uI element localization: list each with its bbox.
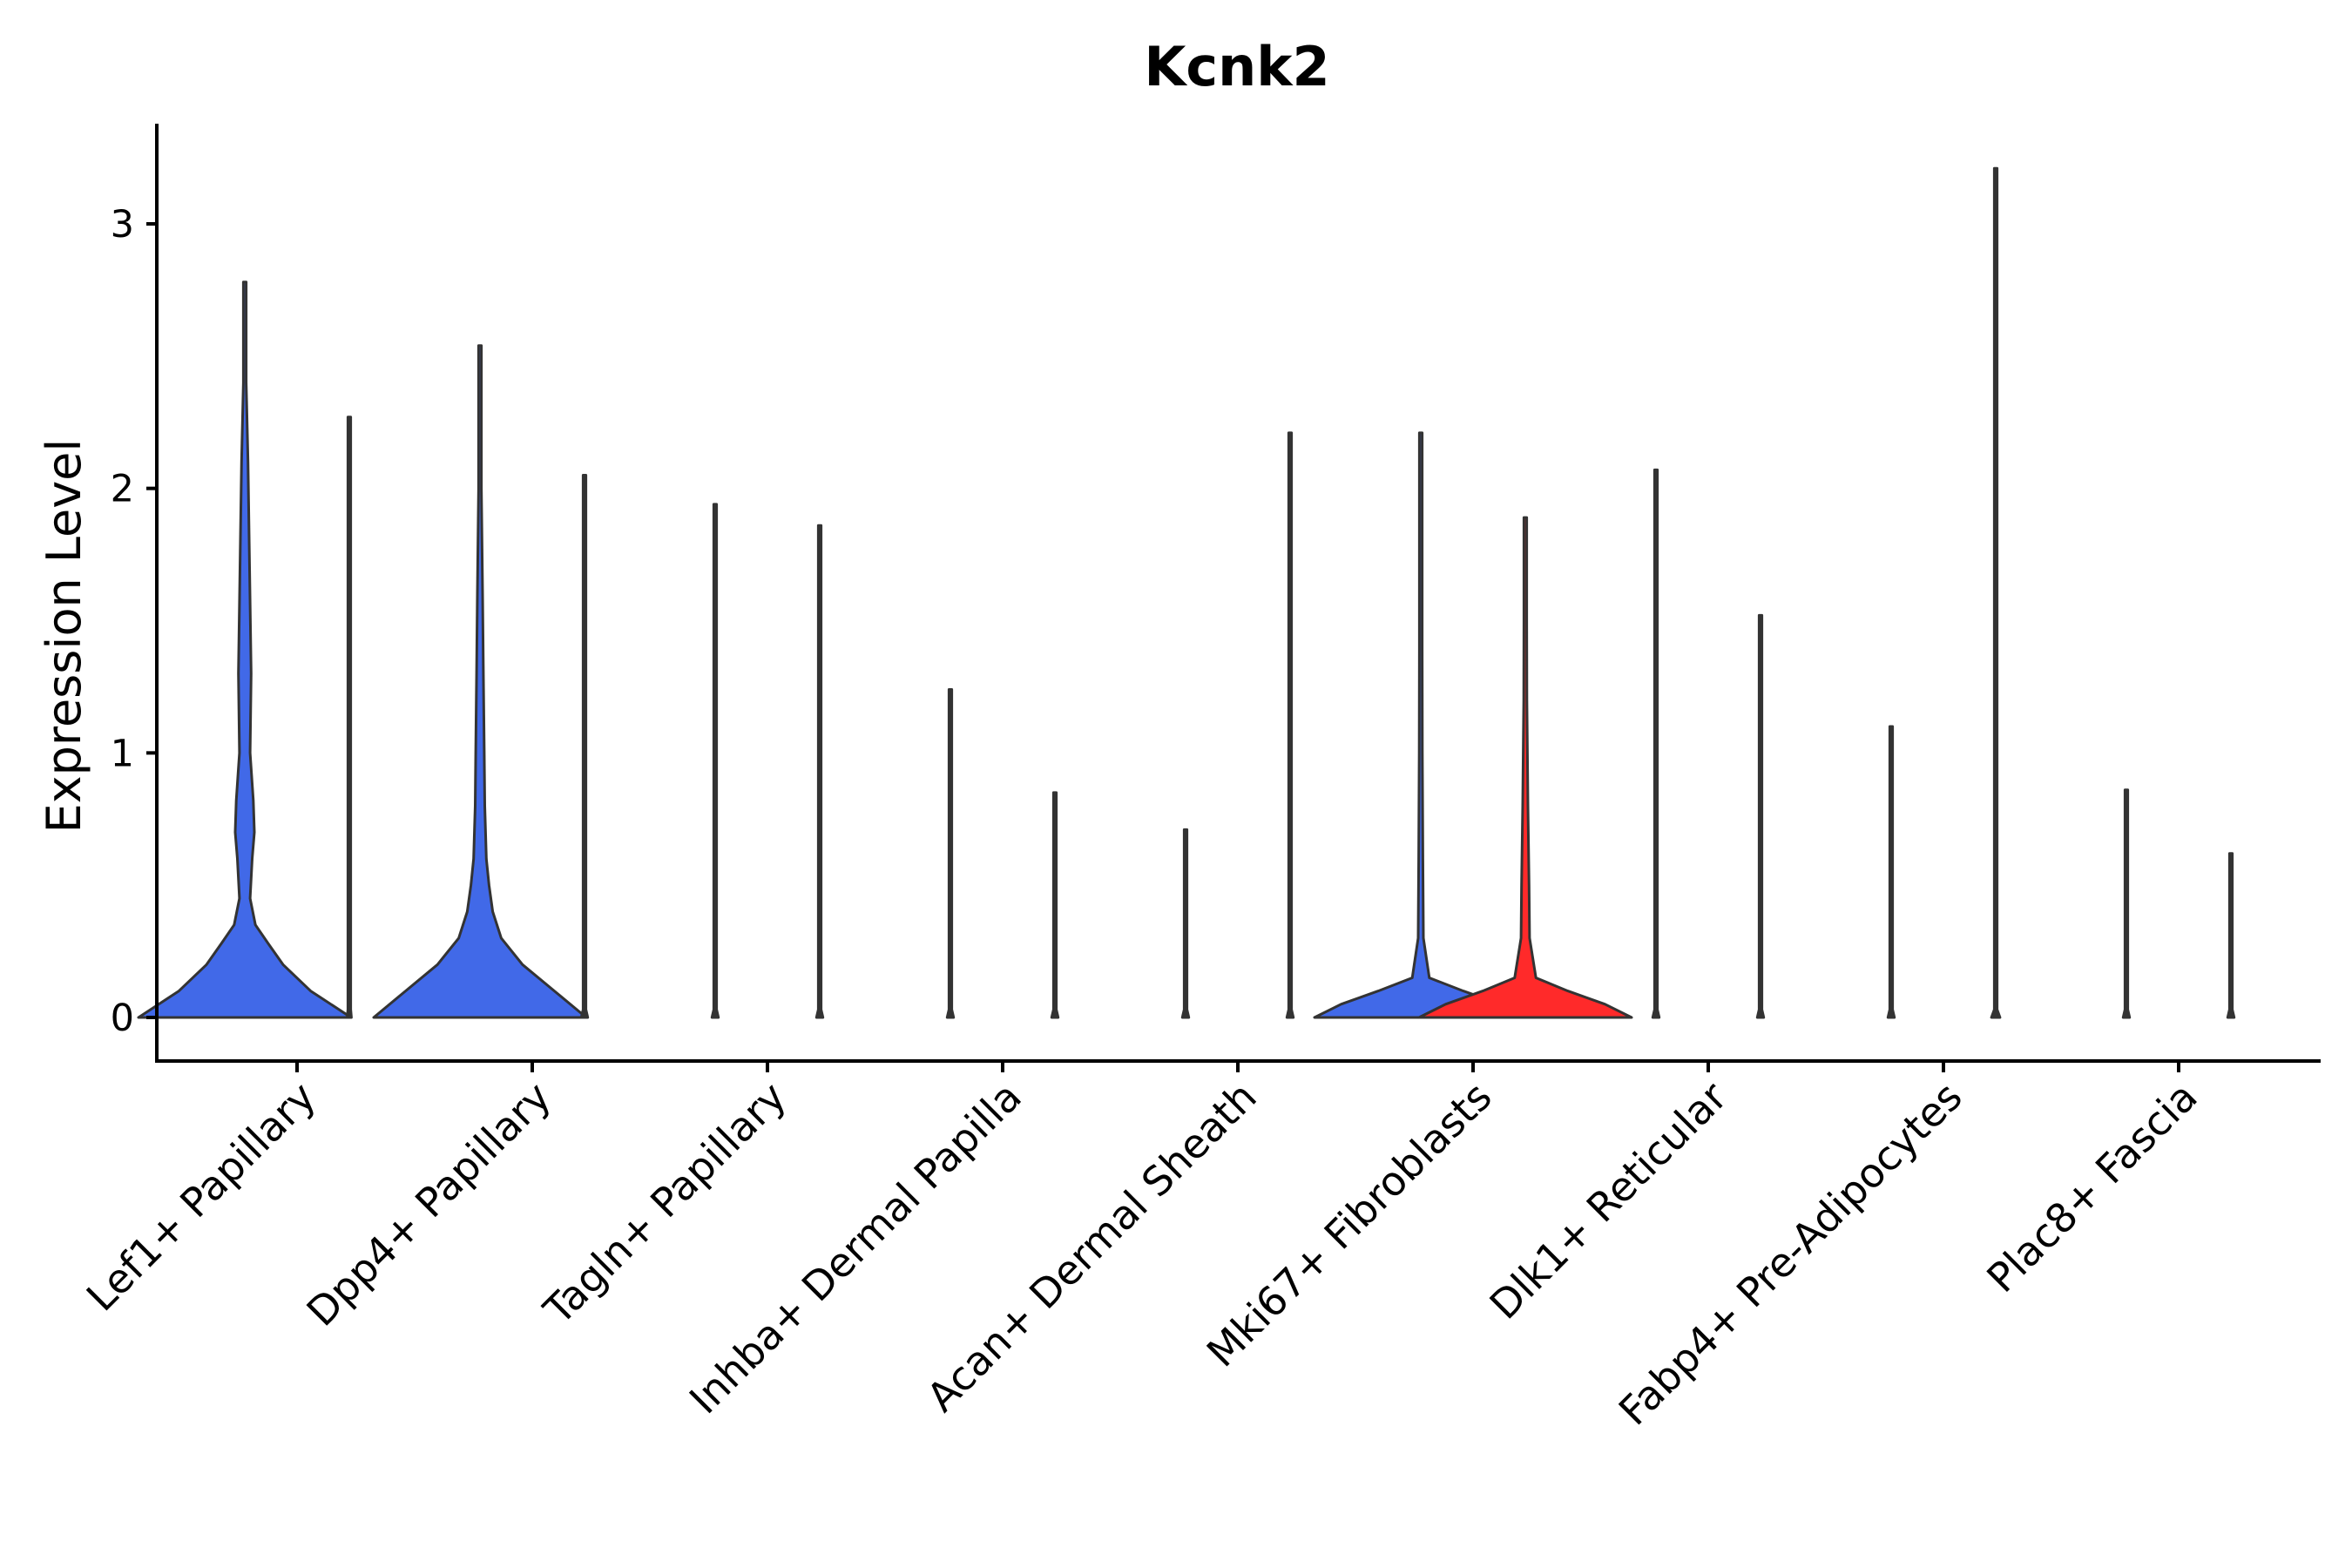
violin-18 (2226, 852, 2236, 1019)
violin-17 (2121, 788, 2132, 1019)
x-tick-label: Lef1+ Papillary (78, 1073, 325, 1321)
violin-1 (137, 280, 353, 1019)
y-ticks: 0 1 2 3 (111, 203, 157, 1040)
x-tick-label: Dlk1+ Reticular (1481, 1073, 1736, 1328)
violin-2 (346, 416, 353, 1019)
y-tick-label: 1 (111, 732, 134, 775)
violin-11 (1313, 431, 1529, 1019)
violin-15 (1886, 725, 1896, 1019)
violin-10 (1285, 431, 1295, 1019)
x-tick-label: Tagln+ Papillary (534, 1073, 795, 1335)
violin-8 (1050, 791, 1060, 1019)
violin-5 (710, 503, 720, 1019)
violin-6 (814, 524, 825, 1019)
y-tick-label: 2 (111, 468, 134, 511)
y-tick-label: 3 (111, 203, 134, 247)
violin-12 (1417, 516, 1633, 1019)
x-tick-label: Plac8+ Fascia (1977, 1073, 2206, 1301)
y-axis-label: Expression Level (37, 439, 91, 834)
violin-13 (1651, 468, 1661, 1019)
violin-16 (1990, 166, 2002, 1019)
violin-4 (579, 474, 590, 1019)
violin-group (137, 166, 2236, 1019)
x-tick-label: Dpp4+ Papillary (298, 1073, 560, 1335)
violin-7 (945, 688, 956, 1019)
violin-14 (1755, 613, 1766, 1019)
violin-9 (1180, 828, 1191, 1019)
chart-title: Kcnk2 (1144, 35, 1329, 98)
y-tick-label: 0 (111, 997, 134, 1040)
violin-3 (372, 344, 588, 1019)
